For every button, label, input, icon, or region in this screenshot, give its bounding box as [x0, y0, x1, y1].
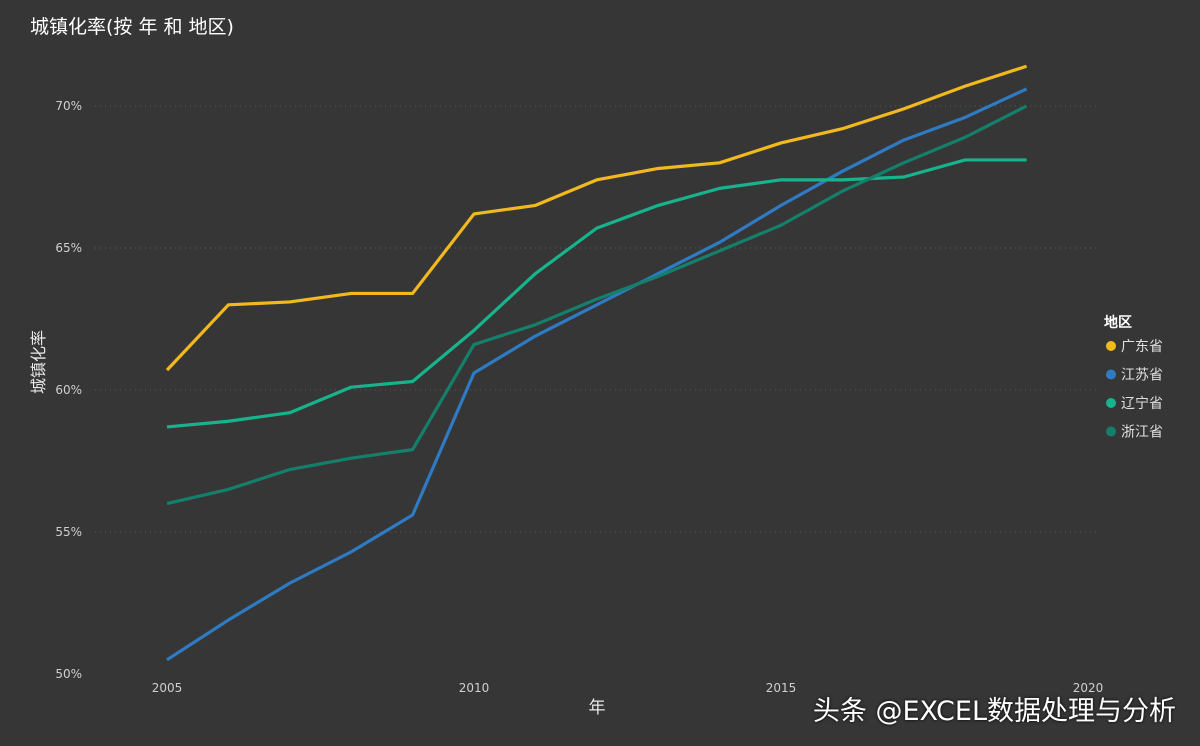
y-tick-label: 70%: [55, 99, 82, 113]
y-axis-label: 城镇化率: [29, 330, 48, 394]
legend-entry: 江苏省: [1121, 368, 1163, 384]
series-line-江苏省: [166, 87, 1028, 662]
legend-entry: 广东省: [1121, 339, 1163, 355]
x-tick-label: 2020: [1073, 681, 1104, 695]
legend-marker: [1106, 398, 1116, 408]
x-tick-label: 2015: [766, 681, 797, 695]
legend-marker: [1106, 341, 1116, 351]
y-tick-label: 65%: [55, 241, 82, 255]
chart-title: 城镇化率(按 年 和 地区): [30, 16, 234, 38]
watermark: 头条 @EXCEL数据处理与分析: [812, 696, 1176, 727]
legend-title: 地区: [1104, 314, 1132, 331]
legend-entry: 浙江省: [1121, 425, 1163, 441]
y-tick-label: 60%: [55, 383, 82, 397]
legend-entry: 辽宁省: [1121, 395, 1163, 412]
y-tick-label: 50%: [55, 667, 82, 681]
x-tick-label: 2005: [152, 681, 183, 695]
y-tick-label: 55%: [55, 525, 82, 539]
series-line-辽宁省: [166, 158, 1027, 429]
legend-marker: [1106, 369, 1116, 380]
x-tick-label: 2010: [459, 681, 490, 695]
x-axis-label: 年: [589, 698, 606, 718]
series-line-浙江省: [166, 104, 1028, 506]
series-line-广东省: [165, 64, 1028, 372]
legend-marker: [1106, 426, 1116, 437]
